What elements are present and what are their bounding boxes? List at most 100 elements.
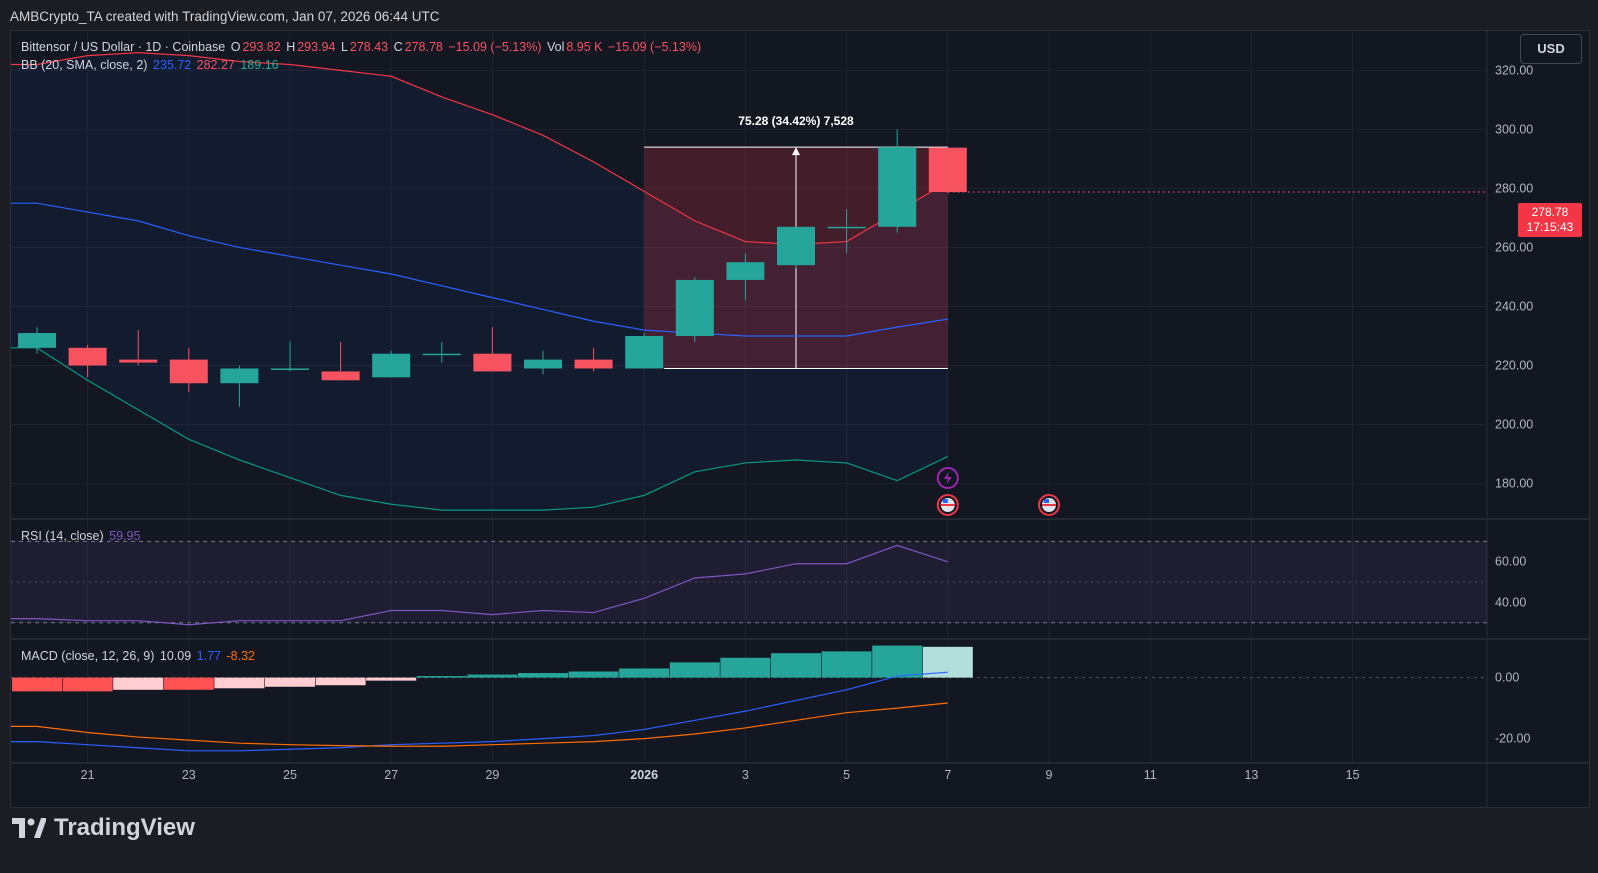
candle-body (574, 359, 613, 369)
measure-arrow-head (792, 147, 800, 156)
rsi-axis-label: 60.00 (1495, 555, 1526, 569)
macd-histogram-bar (771, 653, 821, 678)
macd-histogram-bar (467, 674, 518, 678)
close-value: 278.78 (404, 40, 443, 54)
measure-label: 75.28 (34.42%) 7,528 (738, 114, 854, 128)
us-flag-event-icon-canton (1044, 499, 1049, 503)
rsi-line (11, 544, 948, 626)
chart-credit: AMBCrypto_TA created with TradingView.co… (10, 9, 440, 24)
time-axis-label: 11 (1144, 768, 1157, 782)
macd-histogram-bar (518, 673, 568, 678)
price-axis-label: 280.00 (1495, 181, 1533, 195)
time-axis-label: 23 (182, 768, 196, 782)
us-flag-event-icon-stripe (940, 504, 955, 506)
price-axis-label: 220.00 (1495, 359, 1533, 373)
price-axis-label: 260.00 (1495, 240, 1533, 254)
candle-body (321, 371, 360, 381)
time-axis-label: 27 (384, 768, 398, 782)
candle-body (827, 226, 866, 229)
us-flag-event-icon-stripe (1042, 504, 1056, 506)
macd-histogram-bar (315, 677, 366, 686)
bb-upper-value: 282.27 (196, 58, 235, 72)
macd-histogram-bar (619, 668, 670, 678)
macd-histogram-bar (113, 677, 164, 690)
macd-histogram-bar (872, 645, 923, 678)
bb-basis-line (11, 202, 948, 337)
macd-hist-value: 10.09 (159, 649, 192, 663)
macd-signal-value: -8.32 (226, 649, 255, 663)
candle-body (220, 368, 259, 384)
candle-body (271, 368, 309, 370)
macd-histogram-bar (568, 671, 619, 678)
macd-axis-label: 0.00 (1495, 671, 1519, 685)
time-axis-label: 15 (1346, 768, 1360, 782)
bb-band-fill (11, 52, 948, 511)
candle-body (726, 262, 765, 280)
candle-body (675, 279, 714, 337)
rsi-legend[interactable]: RSI (14, close) 59.95 (21, 529, 141, 543)
low-value: 278.43 (349, 40, 389, 54)
time-axis-label: 5 (843, 768, 850, 782)
chart-frame[interactable]: 75.28 (34.42%) 7,528 320.00 300.00 280.00 26… (10, 30, 1590, 808)
macd-histogram-bar (366, 677, 417, 681)
price-axis-label: 320.00 (1495, 63, 1533, 77)
time-axis-label: 25 (283, 768, 297, 782)
candle-body (119, 359, 158, 363)
candle-body (928, 147, 967, 193)
time-axis-label: 29 (485, 768, 499, 782)
us-flag-event-icon-canton (942, 499, 948, 503)
candle-body (18, 333, 56, 348)
time-axis-label: 13 (1244, 768, 1258, 782)
candle-body (777, 226, 815, 266)
bb-lower-value: 189.16 (240, 58, 279, 72)
last-price-tag: 278.78 17:15:43 (1518, 203, 1582, 237)
macd-histogram-bar (12, 677, 62, 692)
candle-body (878, 147, 917, 227)
bb-legend[interactable]: BB (20, SMA, close, 2) 235.72 282.27 189… (21, 58, 279, 72)
open-value: 293.82 (242, 40, 281, 54)
macd-histogram-bar (214, 677, 265, 689)
change-value: −15.09 (−5.13%) (448, 40, 542, 54)
bb-basis-value: 235.72 (152, 58, 192, 72)
macd-histogram-bar (62, 677, 113, 692)
time-axis-label: 21 (81, 768, 95, 782)
candle-body (524, 359, 562, 369)
macd-histogram-bar (416, 676, 467, 678)
price-axis-label: 240.00 (1495, 299, 1533, 313)
time-axis-label: 9 (1046, 768, 1053, 782)
macd-axis-label: -20.00 (1495, 732, 1530, 746)
volume-value: 8.95 K (566, 40, 603, 54)
price-axis-label: 300.00 (1495, 122, 1533, 136)
chart-canvas[interactable]: 75.28 (34.42%) 7,528 320.00 300.00 280.00 26… (11, 31, 1589, 807)
price-axis-label: 200.00 (1495, 418, 1533, 432)
volume-change: −15.09 (−5.13%) (607, 40, 702, 54)
rsi-axis-label: 40.00 (1495, 595, 1526, 609)
economic-event-icon-glyph (943, 472, 952, 484)
time-axis-label: 7 (944, 768, 951, 782)
candle-body (473, 353, 512, 372)
candle-body (422, 353, 461, 356)
macd-histogram-bar (265, 677, 315, 687)
macd-line-value: 1.77 (196, 649, 221, 663)
macd-legend[interactable]: MACD (close, 12, 26, 9) 10.09 1.77 -8.32 (21, 649, 255, 663)
bar-countdown: 17:15:43 (1526, 220, 1574, 234)
bb-lower-line (11, 347, 949, 511)
macd-histogram-bar (821, 651, 872, 678)
tradingview-brand: TradingView (54, 814, 195, 841)
macd-line (11, 671, 948, 752)
last-price: 278.78 (1531, 205, 1569, 219)
price-axis-label: 180.00 (1495, 477, 1533, 491)
macd-histogram-bar (163, 677, 214, 690)
rsi-value: 59.95 (109, 529, 141, 543)
candle-body (625, 336, 664, 369)
high-value: 293.94 (297, 40, 336, 54)
macd-signal-line (11, 702, 948, 747)
symbol-title[interactable]: Bittensor / US Dollar · 1D · Coinbase (21, 40, 226, 54)
tradingview-logo-icon (12, 818, 46, 838)
candle-body (68, 347, 107, 366)
tradingview-logo[interactable]: TradingView (12, 814, 195, 842)
macd-histogram-bar (720, 657, 771, 678)
candle-body (372, 353, 411, 378)
currency-button[interactable]: USD (1520, 34, 1582, 64)
